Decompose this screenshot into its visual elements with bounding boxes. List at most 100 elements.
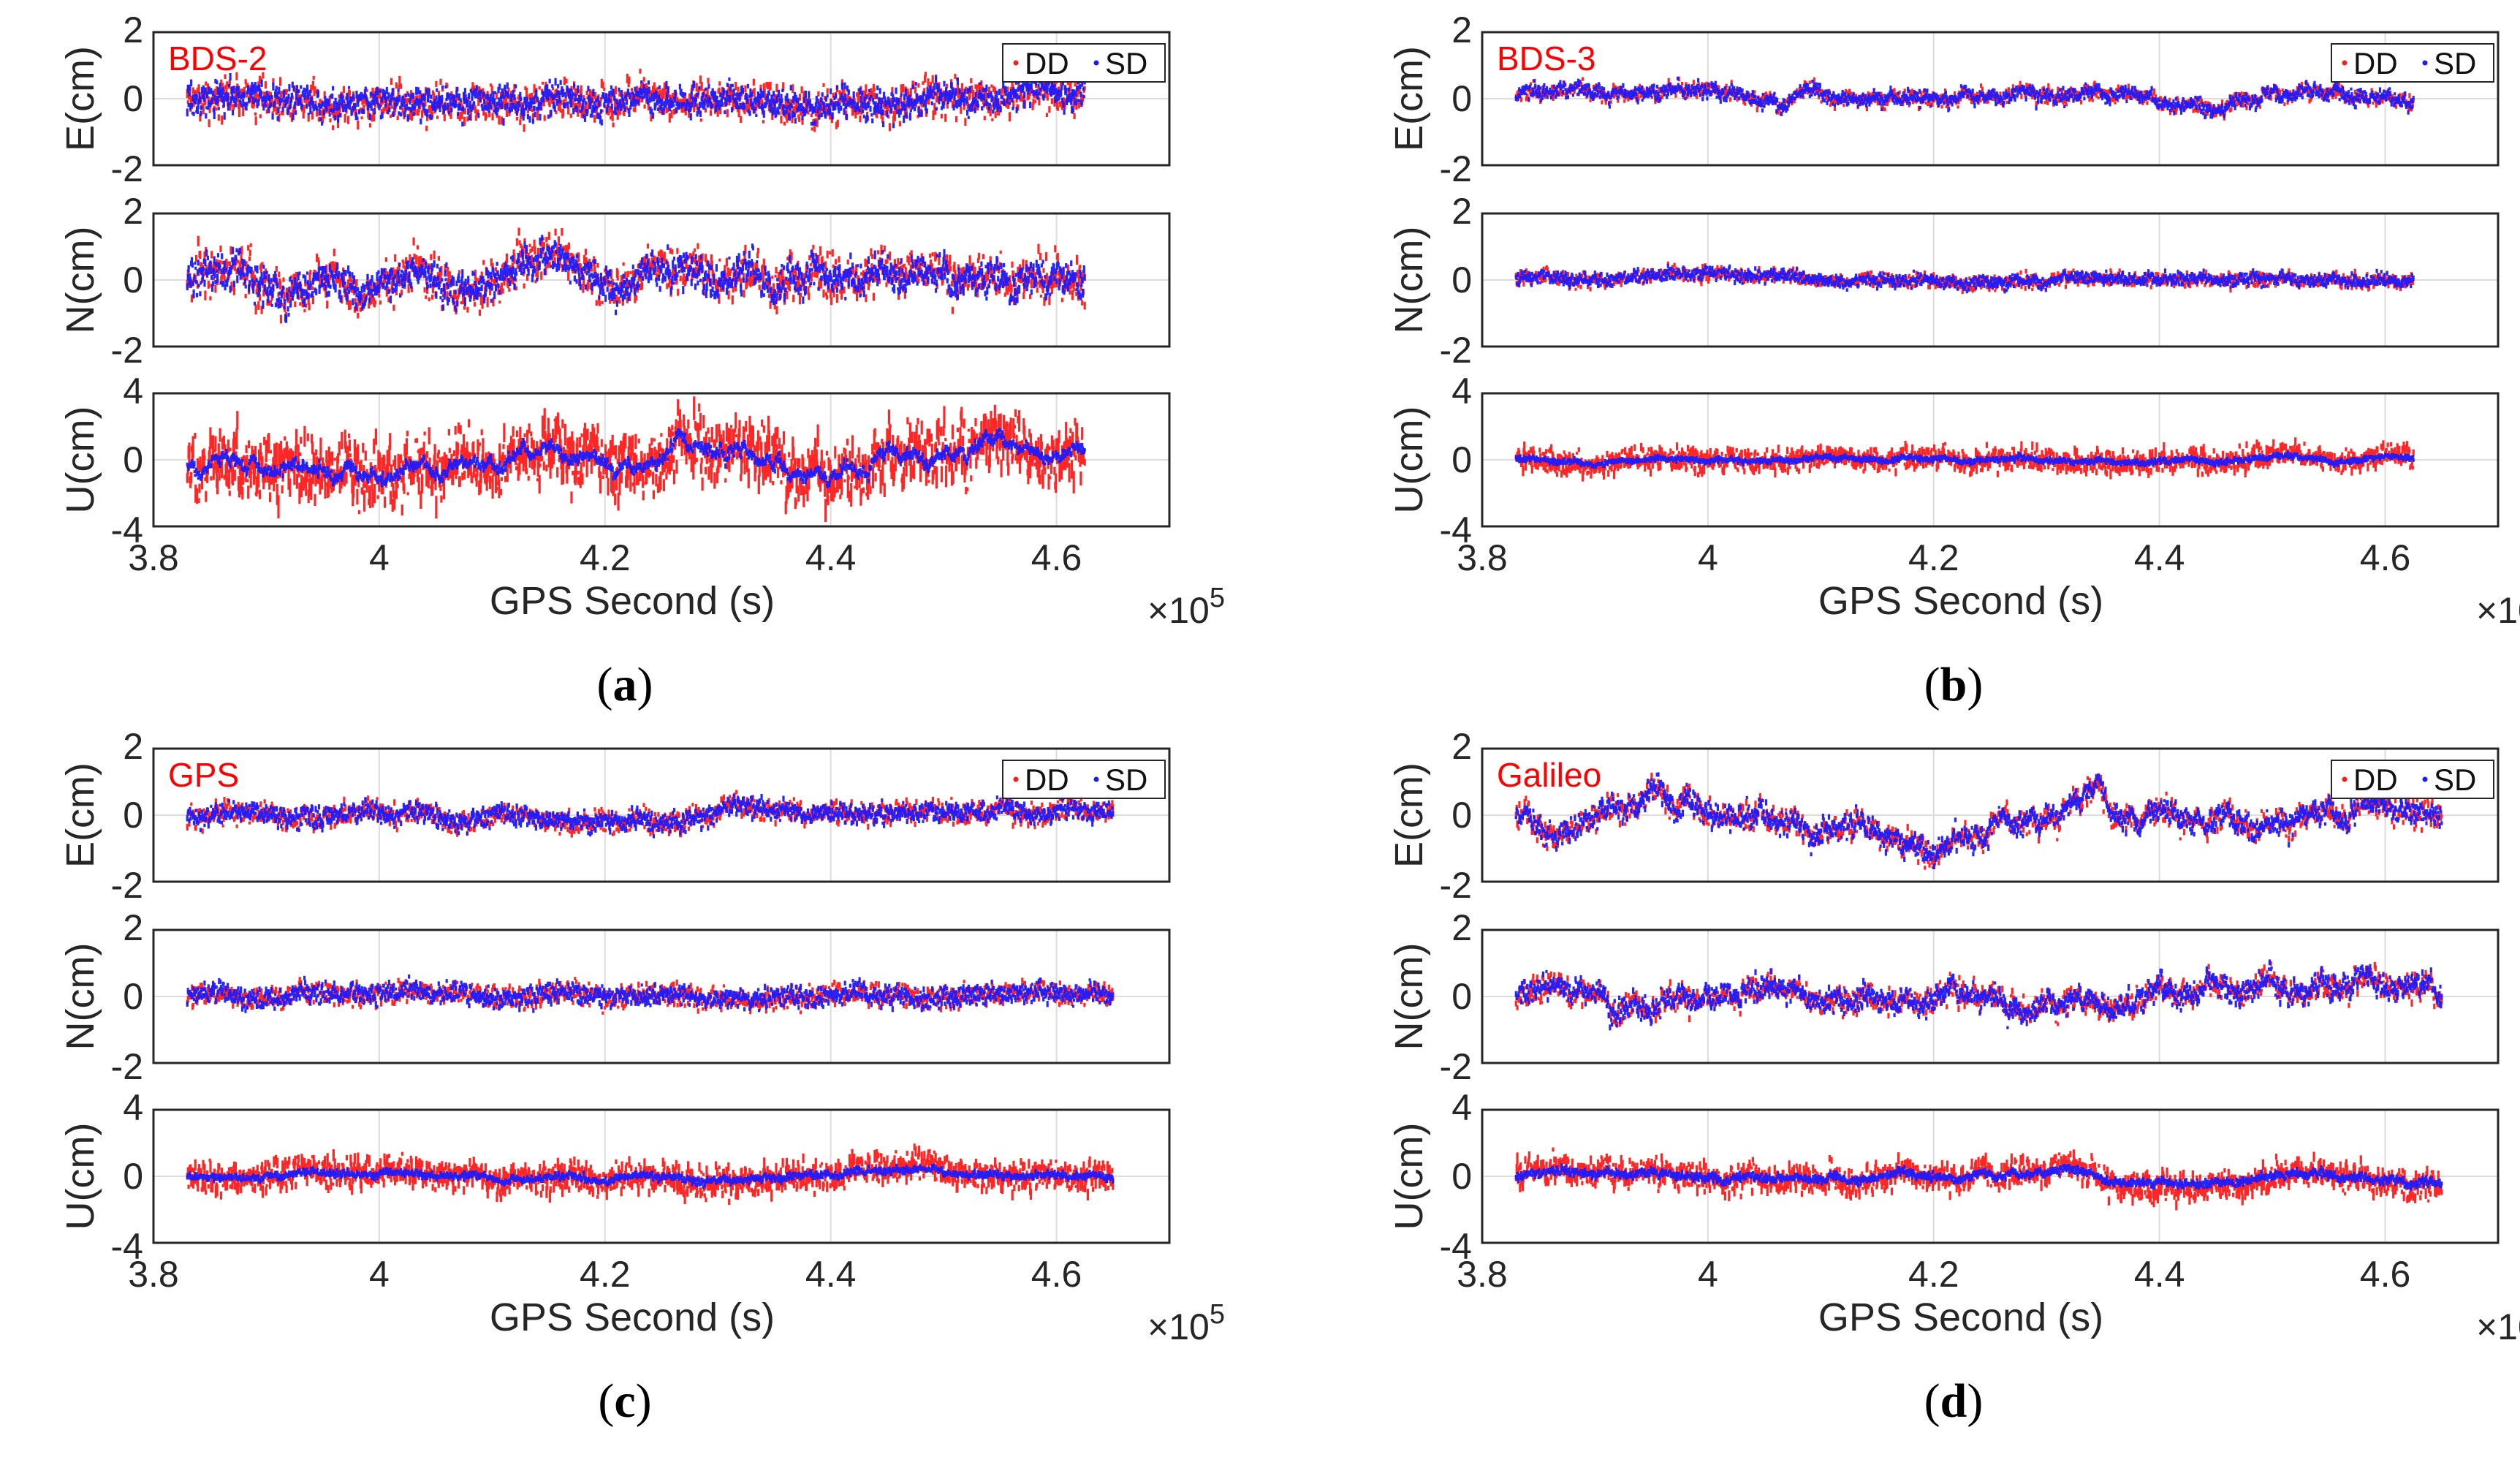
panel-d: 20-2E(cm) Galileo DD SD20-2N(cm)40-4U(cm)3.… (1387, 726, 2520, 1428)
plot-border (152, 31, 1171, 167)
subplot-u: 4 0 -4U(cm) 3.8 4 4.2 4.4 4.6 (58, 371, 1171, 578)
y-tick-label: 2 (1451, 191, 1472, 232)
y-tick-label: -2 (111, 1046, 143, 1087)
legend-box (2331, 760, 2494, 799)
x-multiplier-exponent: 5 (1210, 1299, 1225, 1330)
y-tick-label: -4 (111, 510, 143, 550)
legend-sd-marker (1093, 776, 1099, 782)
x-tick-label: 4.2 (580, 537, 631, 578)
y-axis-label: U(cm) (1387, 406, 1431, 514)
y-axis-label: N(cm) (1387, 943, 1431, 1051)
subplot-n: 2 0 -2N(cm) (1387, 191, 2500, 371)
legend-box (2331, 43, 2494, 83)
subplot-u: 4 0 -4U(cm) 3.8 4 4.2 4.4 4.6 (1387, 1087, 2500, 1295)
x-multiplier-base: ×10 (1147, 1306, 1210, 1347)
subplot-n: 2 0 -2N(cm) (1387, 907, 2500, 1087)
y-tick-label: 0 (123, 1156, 143, 1197)
system-label: GPS (168, 756, 239, 794)
y-axis-label: N(cm) (58, 943, 102, 1051)
y-axis-label: E(cm) (58, 46, 102, 151)
x-multiplier: ×105 (1147, 583, 1225, 631)
plot-border (152, 212, 1171, 348)
y-axis-label: U(cm) (58, 1123, 102, 1230)
x-tick-label: 4.4 (2134, 1254, 2185, 1295)
legend-sd-marker (2422, 776, 2428, 782)
y-tick-label: 0 (1451, 795, 1472, 836)
x-multiplier: ×105 (2476, 1299, 2520, 1347)
plot-border (1481, 212, 2500, 348)
x-multiplier-exponent: 5 (1210, 583, 1225, 613)
y-axis-label: U(cm) (58, 406, 102, 514)
subplot-e: 2 0 -2E(cm) GPS DD SD (58, 726, 1171, 906)
x-tick-label: 4.4 (2134, 537, 2185, 578)
x-tick-label: 4.6 (1031, 537, 1082, 578)
series-sd-points (1514, 450, 2415, 469)
x-multiplier: ×105 (2476, 583, 2520, 631)
caption-paren-close: ) (636, 1374, 652, 1428)
subplot-e: 2 0 -2E(cm) BDS-2 DD SD (58, 10, 1171, 189)
y-tick-label: 0 (123, 795, 143, 836)
legend-sd-label: SD (2434, 46, 2476, 80)
y-tick-label: -2 (1440, 148, 1472, 189)
legend-dd-label: DD (2353, 46, 2398, 80)
legend-dd-marker (2342, 60, 2348, 66)
series-sd-points (186, 235, 1086, 323)
series-sd-points (1514, 959, 2443, 1031)
y-axis-label: E(cm) (1387, 763, 1431, 868)
series-sd-points (186, 975, 1115, 1013)
y-tick-label: 4 (1451, 371, 1472, 412)
plot-border (1481, 747, 2500, 883)
x-tick-label: 4 (1698, 1254, 1718, 1295)
caption-paren-open: ( (598, 1374, 614, 1428)
y-tick-label: -4 (1440, 510, 1472, 550)
series-sd-points (1514, 263, 2415, 294)
y-axis-label: E(cm) (1387, 46, 1431, 151)
legend: DD SD (2331, 43, 2494, 83)
y-tick-label: -2 (1440, 330, 1472, 371)
y-tick-label: 4 (123, 371, 143, 412)
x-multiplier-base: ×10 (1147, 590, 1210, 631)
legend-dd-label: DD (2353, 763, 2398, 797)
legend: DD SD (1002, 760, 1166, 799)
caption-letter: d (1940, 1374, 1967, 1428)
x-tick-label: 4.4 (805, 1254, 857, 1295)
legend-box (1002, 43, 1166, 83)
x-tick-label: 3.8 (128, 1254, 179, 1295)
subplot-u: 4 0 -4U(cm) 3.8 4 4.2 4.4 4.6 (1387, 371, 2500, 578)
plot-border (152, 928, 1171, 1064)
y-tick-label: -4 (111, 1226, 143, 1267)
y-tick-label: 4 (123, 1087, 143, 1128)
plot-border (152, 1108, 1171, 1244)
y-axis-label: N(cm) (1387, 227, 1431, 334)
subplot-n: 2 0 -2N(cm) (58, 907, 1171, 1087)
system-label: Galileo (1497, 756, 1601, 794)
subplot-e: 2 0 -2E(cm) Galileo DD SD (1387, 726, 2500, 906)
legend-sd-label: SD (2434, 763, 2476, 797)
caption-letter: b (1940, 658, 1967, 711)
caption-paren-open: ( (1924, 658, 1940, 711)
y-tick-label: -2 (111, 330, 143, 371)
y-tick-label: -2 (1440, 865, 1472, 906)
plot-border (1481, 1108, 2500, 1244)
legend-sd-label: SD (1105, 46, 1147, 80)
x-tick-label: 4.6 (1031, 1254, 1082, 1295)
y-axis-label: N(cm) (58, 227, 102, 334)
subplot-e: 2 0 -2E(cm) BDS-3 DD SD (1387, 10, 2500, 189)
plot-border (1481, 928, 2500, 1064)
plot-border (152, 747, 1171, 883)
y-tick-label: 2 (123, 191, 143, 232)
series-sd-points (186, 428, 1086, 489)
legend: DD SD (1002, 43, 1166, 83)
y-tick-label: 0 (1451, 976, 1472, 1017)
x-tick-label: 4.6 (2360, 537, 2411, 578)
y-tick-label: 2 (1451, 726, 1472, 767)
x-tick-label: 4 (369, 1254, 390, 1295)
panel-caption: (b) (1924, 658, 1984, 711)
x-tick-label: 4.4 (805, 537, 857, 578)
y-tick-label: -2 (111, 148, 143, 189)
x-tick-label: 4.2 (580, 1254, 631, 1295)
y-axis-label: U(cm) (1387, 1123, 1431, 1230)
legend-sd-marker (2422, 60, 2428, 66)
